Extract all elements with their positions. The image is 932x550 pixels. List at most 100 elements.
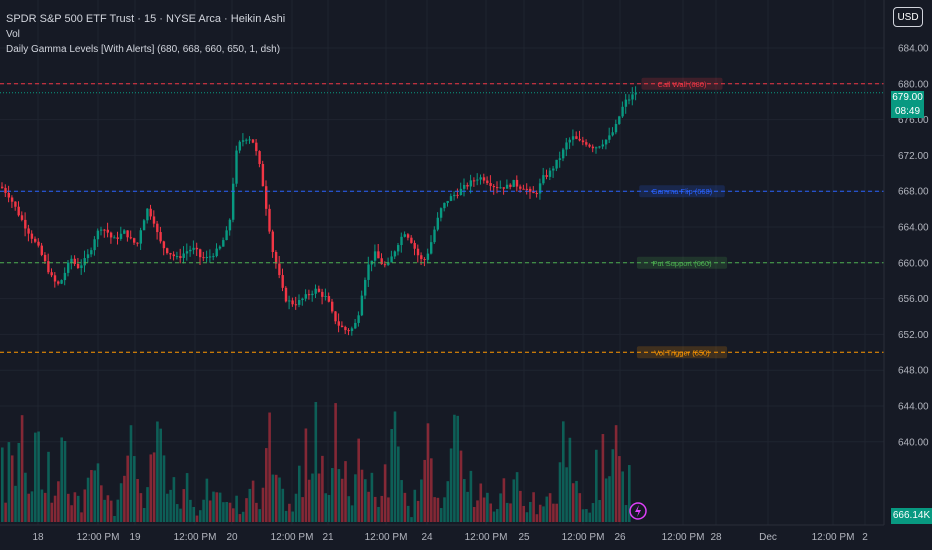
volume-bar	[443, 497, 446, 522]
volume-bar	[96, 463, 100, 522]
candle-body	[53, 275, 57, 282]
candle-body	[489, 183, 492, 186]
time-tick: 12:00 PM	[662, 532, 705, 543]
volume-bar	[57, 481, 60, 522]
volume-bar	[261, 487, 265, 522]
volume-bar	[304, 428, 308, 522]
volume-bar	[433, 497, 436, 522]
volume-bar	[482, 497, 486, 522]
volume-bar	[585, 509, 588, 522]
price-tick: 668.00	[898, 187, 929, 198]
candle-body	[4, 187, 7, 193]
candle-body	[618, 116, 621, 124]
candle-body	[7, 192, 10, 198]
candle-body	[298, 300, 301, 305]
candle-body	[304, 294, 307, 299]
time-tick: Dec	[759, 532, 777, 543]
candle-body	[20, 215, 24, 220]
candle-body	[456, 194, 459, 196]
candle-body	[439, 208, 443, 218]
volume-bar	[156, 421, 159, 522]
volume-bar	[139, 493, 143, 522]
volume-bar	[34, 432, 37, 522]
candle-body	[80, 265, 83, 269]
candle-body	[159, 232, 162, 242]
volume-bar	[357, 438, 360, 522]
volume-bar	[367, 491, 370, 522]
candle-body	[575, 136, 578, 139]
volume-bar	[142, 507, 146, 522]
volume-bar	[350, 505, 354, 522]
candle-body	[314, 288, 317, 294]
price-axis[interactable]: 684.00 680.00 676.00 672.00 668.00 664.00 660.…	[883, 0, 932, 550]
volume-bar	[548, 493, 552, 522]
volume-bar	[146, 487, 149, 522]
candle-body	[327, 296, 331, 302]
volume-bar	[212, 491, 215, 522]
candle-body	[479, 177, 482, 180]
volume-bar	[496, 509, 499, 522]
candle-body	[476, 179, 479, 181]
candle-body	[565, 142, 568, 150]
bolt-icon[interactable]	[629, 502, 647, 520]
candle-body	[185, 251, 189, 254]
price-tick: 652.00	[898, 330, 929, 341]
candle-body	[24, 219, 27, 229]
volume-bar	[90, 470, 93, 522]
candle-body	[202, 257, 205, 259]
volume-bar	[298, 465, 301, 522]
volume-bar	[624, 505, 628, 522]
time-tick: 19	[129, 532, 141, 543]
candle-body	[383, 264, 387, 266]
volume-legend[interactable]: Vol	[6, 29, 20, 40]
candle-body	[109, 232, 113, 238]
indicator-legend[interactable]: Daily Gamma Levels [With Alerts] (680, 6…	[6, 44, 281, 55]
candle-body	[238, 141, 241, 151]
volume-bar	[235, 495, 238, 522]
candle-body	[268, 208, 271, 232]
volume-bar	[611, 449, 615, 522]
candle-body	[555, 159, 558, 169]
candle-body	[321, 291, 324, 297]
candle-body	[90, 250, 93, 255]
volume-bar	[344, 461, 347, 522]
volume-bar	[387, 497, 390, 522]
candle-body	[10, 197, 14, 202]
candle-body	[123, 230, 126, 234]
volume-bar	[271, 474, 275, 522]
volume-bar	[136, 479, 139, 522]
volume-bar	[598, 500, 601, 522]
candle-body	[595, 147, 598, 149]
volume-bar	[370, 472, 374, 522]
candle-body	[248, 139, 251, 141]
currency-button[interactable]: USD	[893, 7, 923, 27]
volume-bar	[321, 455, 324, 522]
volume-bar	[294, 493, 298, 522]
symbol-title[interactable]: SPDR S&P 500 ETF Trust · 15 · NYSE Arca …	[6, 13, 286, 25]
gamma-levels: Call Wall (680) Gamma Flip (668) Put Suppo…	[0, 77, 884, 359]
volume-bar	[225, 501, 228, 522]
candle-body	[585, 142, 588, 145]
candle-body	[57, 281, 60, 284]
volume-bar	[463, 479, 466, 522]
last-price-label: 679.00	[891, 91, 924, 105]
volume-readout: 666.14K	[891, 508, 932, 524]
volume-bar	[505, 502, 509, 522]
volume-bar	[364, 479, 367, 522]
candle-body	[215, 248, 218, 257]
time-axis[interactable]: 18 12:00 PM 19 12:00 PM 20 12:00 PM 21 12:00 PM…	[0, 524, 884, 543]
volume-bar	[410, 517, 413, 522]
candle-body	[228, 219, 232, 231]
candle-body	[301, 298, 304, 301]
volume-bar	[103, 499, 106, 522]
volume-bar	[123, 475, 126, 522]
volume-bar	[568, 437, 572, 522]
candle-body	[182, 253, 185, 258]
candle-body	[1, 186, 4, 188]
candle-body	[294, 304, 298, 306]
candle-body	[281, 275, 284, 288]
volume-bar	[522, 505, 525, 522]
time-tick: 12:00 PM	[77, 532, 120, 543]
candle-body	[317, 288, 321, 292]
